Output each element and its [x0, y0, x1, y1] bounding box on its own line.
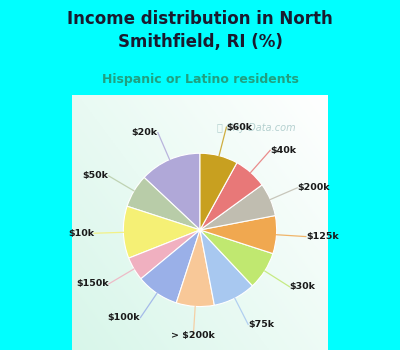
Text: $100k: $100k — [108, 313, 140, 322]
Text: $60k: $60k — [226, 123, 252, 132]
Text: $150k: $150k — [76, 279, 109, 288]
Wedge shape — [200, 216, 277, 254]
Text: $125k: $125k — [306, 232, 338, 241]
Wedge shape — [200, 230, 252, 305]
Wedge shape — [200, 163, 262, 230]
Text: $50k: $50k — [83, 172, 109, 181]
Wedge shape — [141, 230, 200, 303]
Text: Hispanic or Latino residents: Hispanic or Latino residents — [102, 73, 298, 86]
Text: $75k: $75k — [248, 320, 274, 329]
Text: > $200k: > $200k — [172, 331, 215, 340]
Text: $40k: $40k — [270, 146, 296, 155]
Wedge shape — [200, 230, 273, 286]
Wedge shape — [144, 153, 200, 230]
Wedge shape — [129, 230, 200, 279]
Wedge shape — [200, 153, 237, 230]
Text: $30k: $30k — [290, 282, 316, 291]
Text: Income distribution in North
Smithfield, RI (%): Income distribution in North Smithfield,… — [67, 10, 333, 51]
Wedge shape — [127, 177, 200, 230]
Wedge shape — [123, 206, 200, 258]
Text: $10k: $10k — [68, 229, 94, 238]
Wedge shape — [176, 230, 214, 307]
Text: ⓘ City-Data.com: ⓘ City-Data.com — [217, 123, 296, 133]
Text: $20k: $20k — [132, 128, 158, 137]
Text: $200k: $200k — [297, 183, 330, 192]
Wedge shape — [200, 185, 275, 230]
